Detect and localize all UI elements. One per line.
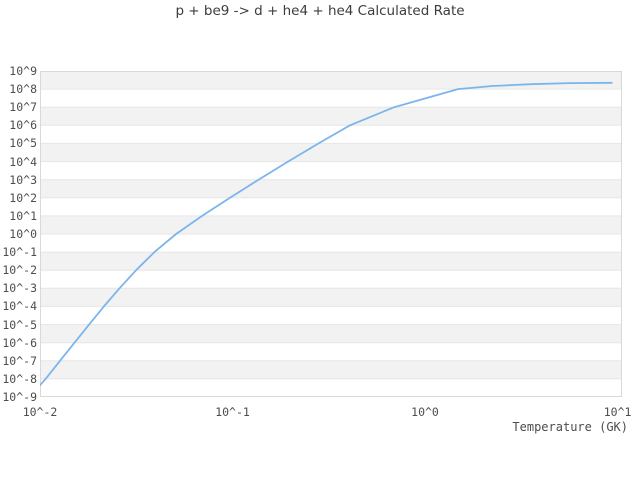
y-tick-label: 10^-4 (2, 299, 37, 314)
decade-band (40, 288, 622, 307)
plot-area (40, 71, 622, 397)
decade-band (40, 179, 622, 198)
y-tick-label: 10^-1 (2, 245, 37, 260)
decade-band (40, 360, 622, 379)
y-tick-label: 10^5 (9, 136, 37, 151)
y-tick-label: 10^3 (9, 172, 37, 187)
y-tick-label: 10^-6 (2, 335, 37, 350)
y-tick-label: 10^9 (9, 64, 37, 78)
y-tick-label: 10^4 (9, 154, 37, 169)
rate-curve (40, 81, 613, 387)
y-tick-label: 10^-5 (2, 317, 37, 332)
plot-border (40, 71, 622, 397)
y-tick-label: 10^7 (9, 100, 37, 115)
y-tick-label: 10^-9 (2, 390, 37, 404)
decade-band (40, 252, 622, 271)
x-tick-label: 10^0 (411, 405, 439, 419)
plot-canvas (40, 71, 622, 397)
y-tick-label: 10^0 (9, 227, 37, 241)
x-tick-label: 10^1 (603, 405, 632, 419)
decade-band (40, 324, 622, 343)
chart-title: p + be9 -> d + he4 + he4 Calculated Rate (175, 3, 465, 19)
decade-band (40, 107, 622, 126)
x-tick-label: 10^-1 (215, 405, 250, 419)
x-axis-label: Temperature (GK) (512, 420, 628, 434)
decade-band (40, 215, 622, 234)
decade-band (40, 143, 622, 162)
x-tick-label: 10^-2 (22, 405, 58, 419)
y-tick-label: 10^2 (9, 190, 37, 205)
y-tick-label: 10^-8 (2, 371, 37, 386)
y-tick-label: 10^-3 (2, 281, 37, 296)
y-tick-label: 10^8 (9, 82, 37, 97)
y-tick-label: 10^-7 (2, 353, 37, 368)
y-tick-label: 10^-2 (2, 263, 37, 278)
y-tick-label: 10^6 (9, 118, 37, 133)
y-tick-label: 10^1 (9, 208, 37, 223)
decade-band (40, 71, 622, 90)
